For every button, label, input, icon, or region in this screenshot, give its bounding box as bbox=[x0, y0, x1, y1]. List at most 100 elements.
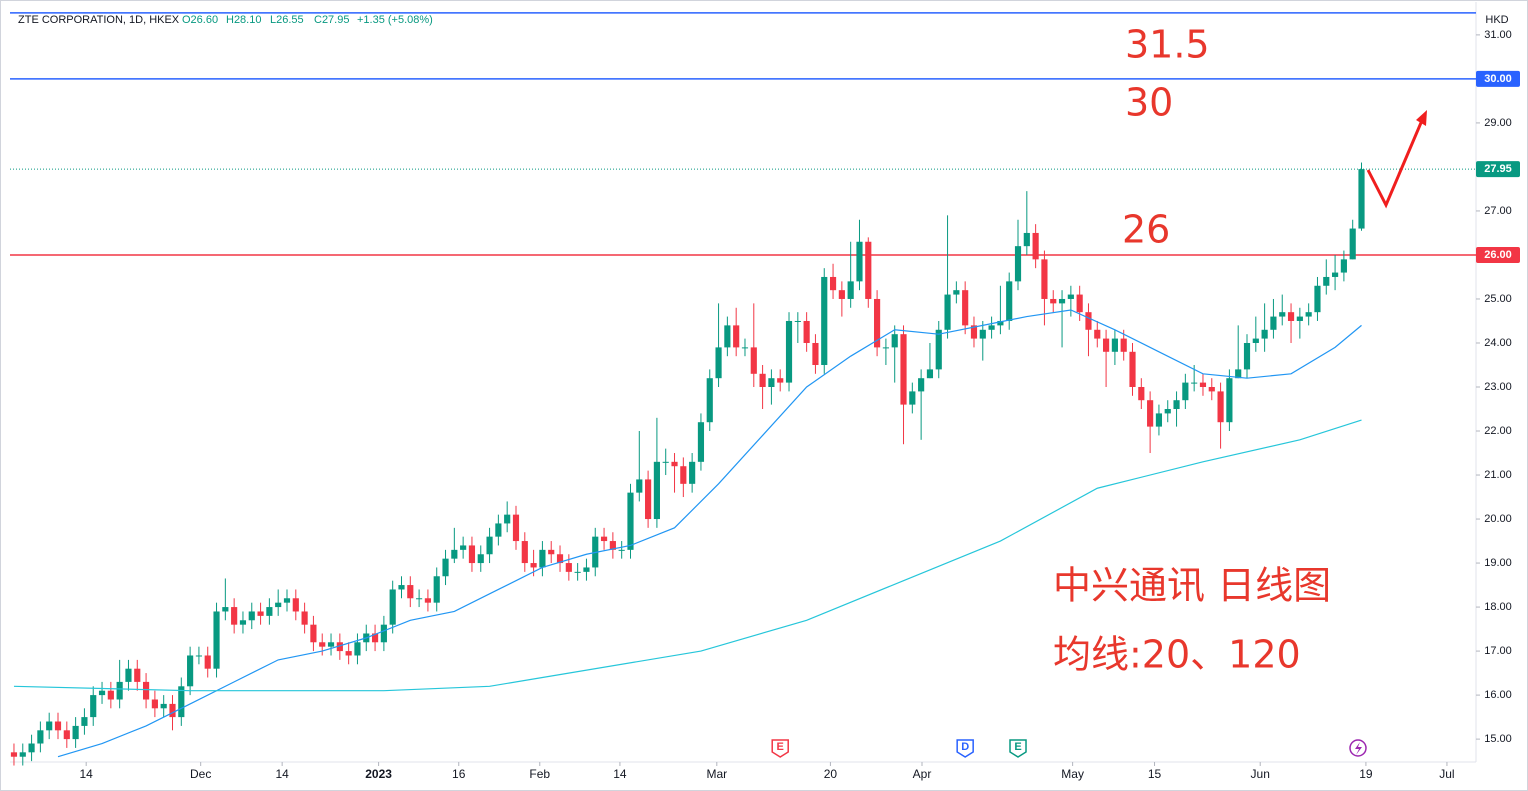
candle-body bbox=[1358, 169, 1365, 229]
candle-body bbox=[627, 492, 634, 550]
y-tick-label: 16.00 bbox=[1484, 689, 1512, 701]
candle-body bbox=[865, 241, 872, 299]
candle-body bbox=[116, 681, 123, 700]
candle-body bbox=[962, 290, 969, 326]
candle-body bbox=[918, 378, 925, 392]
candle-body bbox=[292, 598, 299, 612]
event-icon[interactable] bbox=[1349, 739, 1367, 757]
candle-body bbox=[609, 541, 616, 550]
candle-body bbox=[689, 461, 696, 484]
y-tick-label: 25.00 bbox=[1484, 293, 1512, 305]
candle-body bbox=[107, 690, 114, 700]
candle-body bbox=[636, 479, 643, 493]
candle-body bbox=[970, 325, 978, 339]
candle-body bbox=[54, 721, 62, 731]
annotation: 31.5 bbox=[1125, 23, 1210, 67]
y-tick-label: 23.00 bbox=[1484, 381, 1512, 393]
candle-body bbox=[697, 422, 705, 462]
x-tick-label: Apr bbox=[913, 767, 932, 781]
event-marker[interactable] bbox=[771, 739, 789, 758]
candle-body bbox=[1032, 232, 1039, 260]
candle-body bbox=[354, 642, 361, 656]
candle-body bbox=[319, 642, 326, 647]
moving-average bbox=[13, 419, 1362, 692]
candle-body bbox=[222, 607, 229, 612]
candle-body bbox=[1006, 281, 1013, 321]
candle-body bbox=[1279, 312, 1286, 317]
candle-body bbox=[266, 607, 273, 616]
candle-body bbox=[750, 347, 757, 374]
candle-body bbox=[46, 721, 53, 731]
candle-body bbox=[715, 347, 722, 379]
candle-body bbox=[600, 536, 608, 542]
event-label: E bbox=[1014, 741, 1021, 753]
candle-body bbox=[926, 369, 934, 379]
annotation: 中兴通讯 日线图 bbox=[1053, 564, 1331, 608]
candle-body bbox=[1305, 312, 1312, 317]
candle-body bbox=[81, 717, 88, 726]
candle-body bbox=[847, 281, 854, 299]
x-tick-label: Feb bbox=[529, 767, 550, 781]
candle-body bbox=[1226, 378, 1233, 423]
y-tick-label: 31.00 bbox=[1484, 29, 1512, 41]
x-tick-label: 16 bbox=[452, 767, 466, 781]
candle-body bbox=[37, 730, 44, 744]
candle-body bbox=[935, 329, 942, 370]
price-tag bbox=[1476, 161, 1520, 178]
low-value: L26.55 bbox=[270, 14, 304, 26]
high-value: H28.10 bbox=[226, 14, 261, 26]
candle-body bbox=[424, 598, 431, 603]
candle-body bbox=[759, 373, 766, 387]
candle-body bbox=[1296, 316, 1303, 321]
candle-body bbox=[1120, 338, 1127, 352]
x-tick-label: Mar bbox=[706, 767, 727, 781]
candle-body bbox=[195, 655, 203, 657]
event-marker[interactable] bbox=[1009, 739, 1027, 758]
candle-body bbox=[239, 620, 247, 625]
candle-body bbox=[28, 743, 35, 753]
candle-body bbox=[768, 378, 775, 387]
moving-average bbox=[57, 309, 1362, 758]
candle-body bbox=[398, 585, 405, 590]
candle-body bbox=[556, 554, 564, 564]
candle-body bbox=[944, 294, 951, 330]
candle-body bbox=[1050, 298, 1057, 304]
candle-body bbox=[1103, 338, 1110, 352]
candle-body bbox=[1164, 409, 1171, 414]
close-value: C27.95 bbox=[314, 14, 349, 26]
candle-body bbox=[1041, 259, 1048, 299]
candle-body bbox=[539, 549, 546, 568]
y-tick-label: 17.00 bbox=[1484, 645, 1512, 657]
candle-body bbox=[856, 241, 863, 282]
candle-body bbox=[1314, 285, 1321, 313]
candle-body bbox=[1014, 246, 1022, 282]
candle-body bbox=[63, 730, 70, 740]
candle-body bbox=[680, 466, 687, 484]
candle-body bbox=[10, 752, 18, 757]
candle-body bbox=[1331, 272, 1339, 277]
currency: HKD bbox=[1485, 14, 1508, 26]
candle-body bbox=[433, 576, 440, 603]
candle-body bbox=[248, 611, 255, 621]
candle-body bbox=[1208, 387, 1215, 392]
price-tag-label: 30.00 bbox=[1484, 73, 1512, 85]
price-tag-label: 27.95 bbox=[1484, 163, 1512, 175]
candle-body bbox=[1129, 351, 1136, 387]
annotation: 30 bbox=[1125, 81, 1173, 125]
annotation: 26 bbox=[1122, 208, 1170, 252]
candle-body bbox=[645, 479, 652, 520]
candle-body bbox=[283, 598, 291, 603]
candle-body bbox=[1094, 329, 1101, 339]
x-tick-label: Dec bbox=[190, 767, 211, 781]
candle-body bbox=[821, 276, 828, 365]
candle-body bbox=[407, 585, 414, 599]
candle-body bbox=[1085, 312, 1092, 330]
candle-body bbox=[1155, 413, 1163, 427]
candle-body bbox=[160, 703, 167, 709]
x-tick-label: 15 bbox=[1148, 767, 1162, 781]
candle-body bbox=[486, 536, 493, 555]
event-marker[interactable] bbox=[956, 739, 974, 758]
candle-body bbox=[565, 563, 572, 572]
candle-body bbox=[988, 325, 995, 330]
